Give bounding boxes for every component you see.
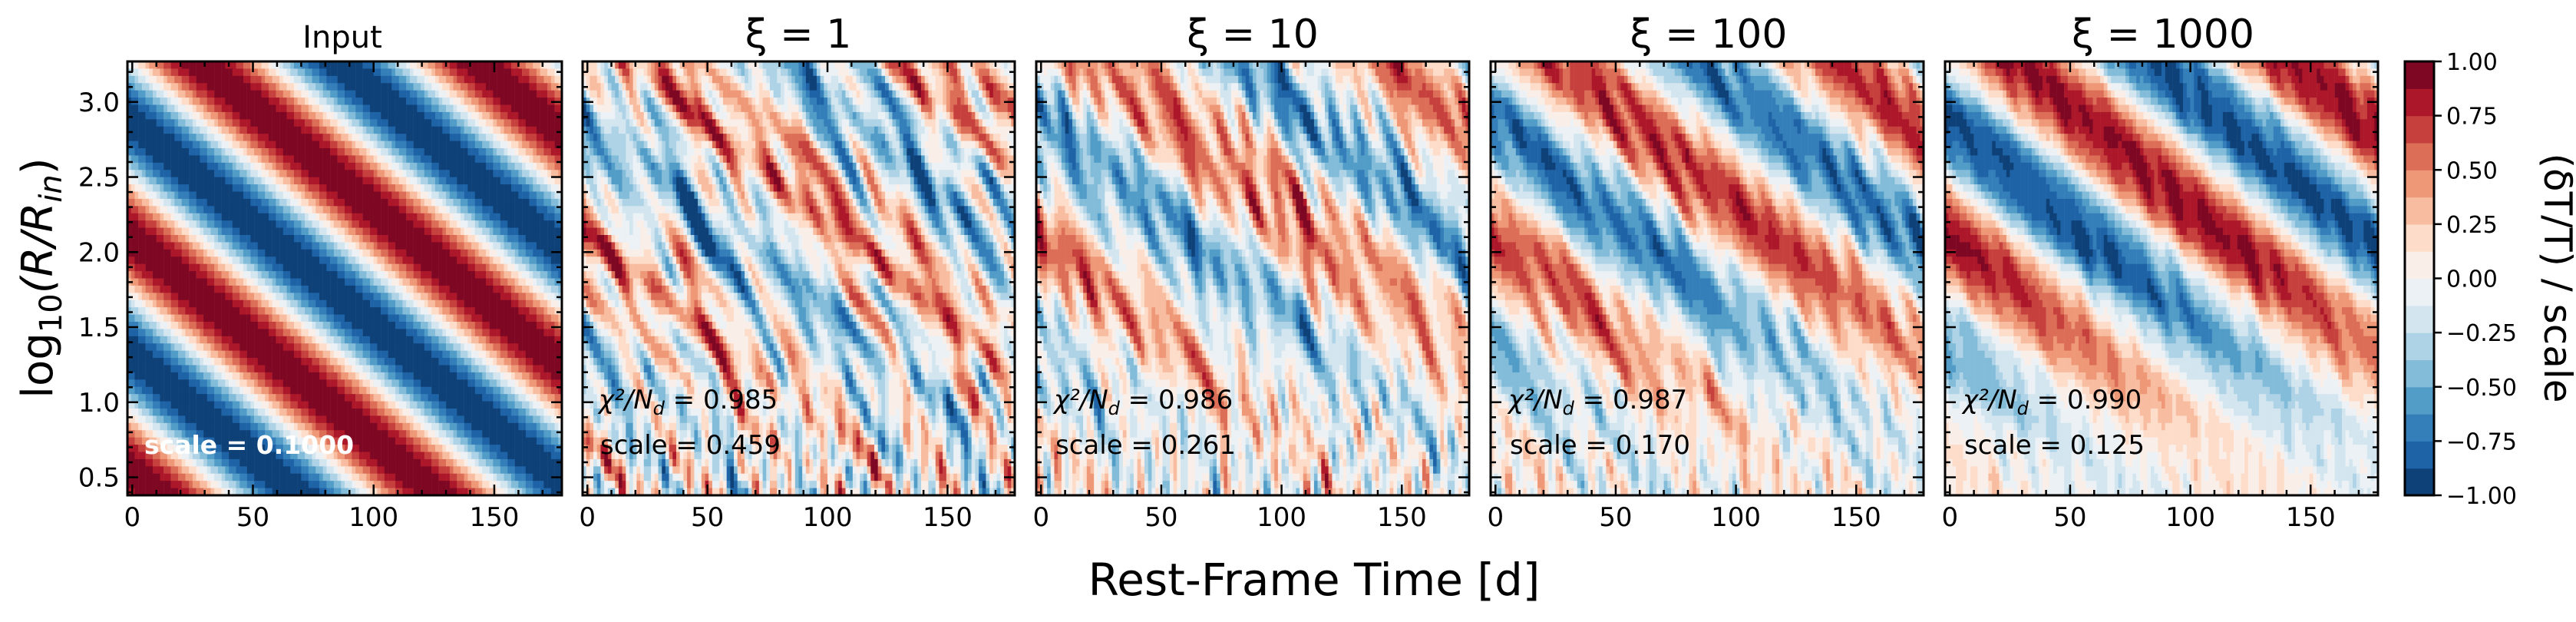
x-tick-label: 150 xyxy=(1377,502,1427,533)
colorbar-level xyxy=(2405,170,2434,198)
x-tick-label: 100 xyxy=(348,502,398,533)
x-tick-label: 100 xyxy=(1257,502,1306,533)
plot-frame-xi1000 xyxy=(1944,60,2379,497)
x-tick-label: 100 xyxy=(803,502,853,533)
x-tick-label: 150 xyxy=(470,502,520,533)
panel-xi10: ξ = 10 0 50 100 150 χ²/Nd = 0.986 scale = 0… xyxy=(1032,12,1471,533)
y-ticks-xi1 xyxy=(583,71,1015,494)
plot-frame-xi100 xyxy=(1489,60,1925,497)
colorbar-tick-label: −1.00 xyxy=(2446,483,2517,510)
panel-title-xi10: ξ = 10 xyxy=(1187,12,1319,58)
heatmap-xi1000 xyxy=(1945,61,2378,495)
x-tick-label: 0 xyxy=(1487,502,1504,533)
colorbar-level xyxy=(2405,359,2434,388)
x-tick-label: 150 xyxy=(1831,502,1881,533)
x-tick-label: 0 xyxy=(124,502,140,533)
colorbar-label: (δT/T) / scale xyxy=(2535,154,2576,403)
colorbar-level xyxy=(2405,468,2434,496)
colorbar-level xyxy=(2405,223,2434,252)
y-ticks-input: 0.5 1.0 1.5 2.0 2.5 3.0 xyxy=(78,71,562,494)
colorbar-tick-label: −0.50 xyxy=(2446,375,2517,402)
x-ticks-xi1000: 0 50 100 150 xyxy=(1941,61,2360,533)
x-tick-label: 50 xyxy=(1144,502,1177,533)
colorbar-level xyxy=(2405,88,2434,117)
colorbar-level xyxy=(2405,115,2434,144)
panel-xi1: ξ = 1 0 50 100 150 χ²/Nd = 0.985 scale = 0.… xyxy=(579,12,1016,533)
chi-label-xi100: χ²/Nd = 0.987 xyxy=(1507,385,1687,419)
colorbar-ticks: 1.00 0.75 0.50 0.25 0.00 −0.25 −0.50 −0.75 −1.00 xyxy=(2434,49,2517,510)
x-tick-label: 50 xyxy=(1599,502,1632,533)
x-tick-label: 100 xyxy=(1711,502,1761,533)
colorbar-level xyxy=(2405,305,2434,333)
y-axis-label: log10(R/Rin) xyxy=(13,157,69,398)
colorbar-level xyxy=(2405,414,2434,442)
panel-input: Input 0 50 100 150 0.5 1.0 1.5 2.0 2.5 3.0 scale… xyxy=(78,20,563,533)
colorbar-tick-label: 1.00 xyxy=(2446,49,2498,76)
colorbar-level xyxy=(2405,333,2434,361)
y-ticks-xi1000 xyxy=(1945,71,2378,494)
chi-label-xi1: χ²/Nd = 0.985 xyxy=(597,385,778,419)
scale-label-xi1: scale = 0.459 xyxy=(600,430,781,461)
chi-label-xi10: χ²/Nd = 0.986 xyxy=(1052,385,1233,419)
chi-label-xi1000: χ²/Nd = 0.990 xyxy=(1961,385,2142,419)
y-tick-label: 1.5 xyxy=(78,313,120,343)
plot-frame-xi10 xyxy=(1035,60,1471,497)
x-tick-label: 0 xyxy=(579,502,596,533)
colorbar-level xyxy=(2405,441,2434,469)
x-ticks-xi1: 0 50 100 150 xyxy=(579,61,997,533)
colorbar-tick-label: 0.75 xyxy=(2446,104,2498,131)
colorbar-level xyxy=(2405,142,2434,170)
scale-label-input: scale = 0.1000 xyxy=(144,430,354,460)
colorbar-tick-label: −0.25 xyxy=(2446,320,2517,347)
colorbar-level xyxy=(2405,386,2434,415)
heatmap-xi100 xyxy=(1491,61,1924,495)
colorbar-tick-label: −0.75 xyxy=(2446,428,2517,455)
x-tick-label: 100 xyxy=(2165,502,2215,533)
colorbar-level xyxy=(2405,197,2434,225)
heatmap-input xyxy=(127,61,562,495)
colorbar-level xyxy=(2405,61,2434,89)
x-ticks-xi10: 0 50 100 150 xyxy=(1032,61,1451,533)
colorbar-level xyxy=(2405,278,2434,306)
x-tick-label: 150 xyxy=(2286,502,2336,533)
x-axis-label: Rest-Frame Time [d] xyxy=(1088,554,1541,606)
panel-title-xi100: ξ = 100 xyxy=(1630,12,1788,58)
y-tick-label: 2.0 xyxy=(78,237,120,268)
colorbar-tick-label: 0.50 xyxy=(2446,157,2498,184)
x-tick-label: 150 xyxy=(923,502,973,533)
colorbar: 1.00 0.75 0.50 0.25 0.00 −0.25 −0.50 −0.75 −1.00… xyxy=(2403,49,2576,510)
scale-label-xi1000: scale = 0.125 xyxy=(1964,430,2145,461)
panel-title-xi1000: ξ = 1000 xyxy=(2072,12,2254,58)
y-tick-label: 0.5 xyxy=(78,463,120,494)
x-tick-label: 0 xyxy=(1032,502,1049,533)
x-tick-label: 0 xyxy=(1941,502,1958,533)
plot-frame-input xyxy=(126,60,563,497)
x-tick-label: 50 xyxy=(691,502,724,533)
y-tick-label: 1.0 xyxy=(78,388,120,419)
x-tick-label: 50 xyxy=(236,502,269,533)
heatmap-xi10 xyxy=(1036,61,1469,495)
panel-title-input: Input xyxy=(302,20,382,55)
y-tick-label: 2.5 xyxy=(78,163,120,194)
x-tick-label: 50 xyxy=(2053,502,2086,533)
y-tick-label: 3.0 xyxy=(78,88,120,118)
x-ticks-xi100: 0 50 100 150 xyxy=(1487,61,1906,533)
plot-frame-xi1 xyxy=(581,60,1016,497)
panel-title-xi1: ξ = 1 xyxy=(745,12,852,58)
panel-xi1000: ξ = 1000 0 50 100 150 χ²/Nd = 0.990 scale =… xyxy=(1941,12,2379,533)
colorbar-tick-label: 0.00 xyxy=(2446,266,2498,293)
colorbar-level xyxy=(2405,251,2434,280)
scale-label-xi10: scale = 0.261 xyxy=(1055,430,1236,461)
scale-label-xi100: scale = 0.170 xyxy=(1510,430,1690,461)
colorbar-levels xyxy=(2405,61,2434,496)
panel-xi100: ξ = 100 0 50 100 150 χ²/Nd = 0.987 scale = … xyxy=(1487,12,1925,533)
y-ticks-xi100 xyxy=(1491,71,1924,494)
colorbar-tick-label: 0.25 xyxy=(2446,212,2498,239)
x-ticks-input: 0 50 100 150 xyxy=(124,61,544,533)
heatmap-xi1 xyxy=(583,61,1015,495)
y-ticks-xi10 xyxy=(1036,71,1469,494)
